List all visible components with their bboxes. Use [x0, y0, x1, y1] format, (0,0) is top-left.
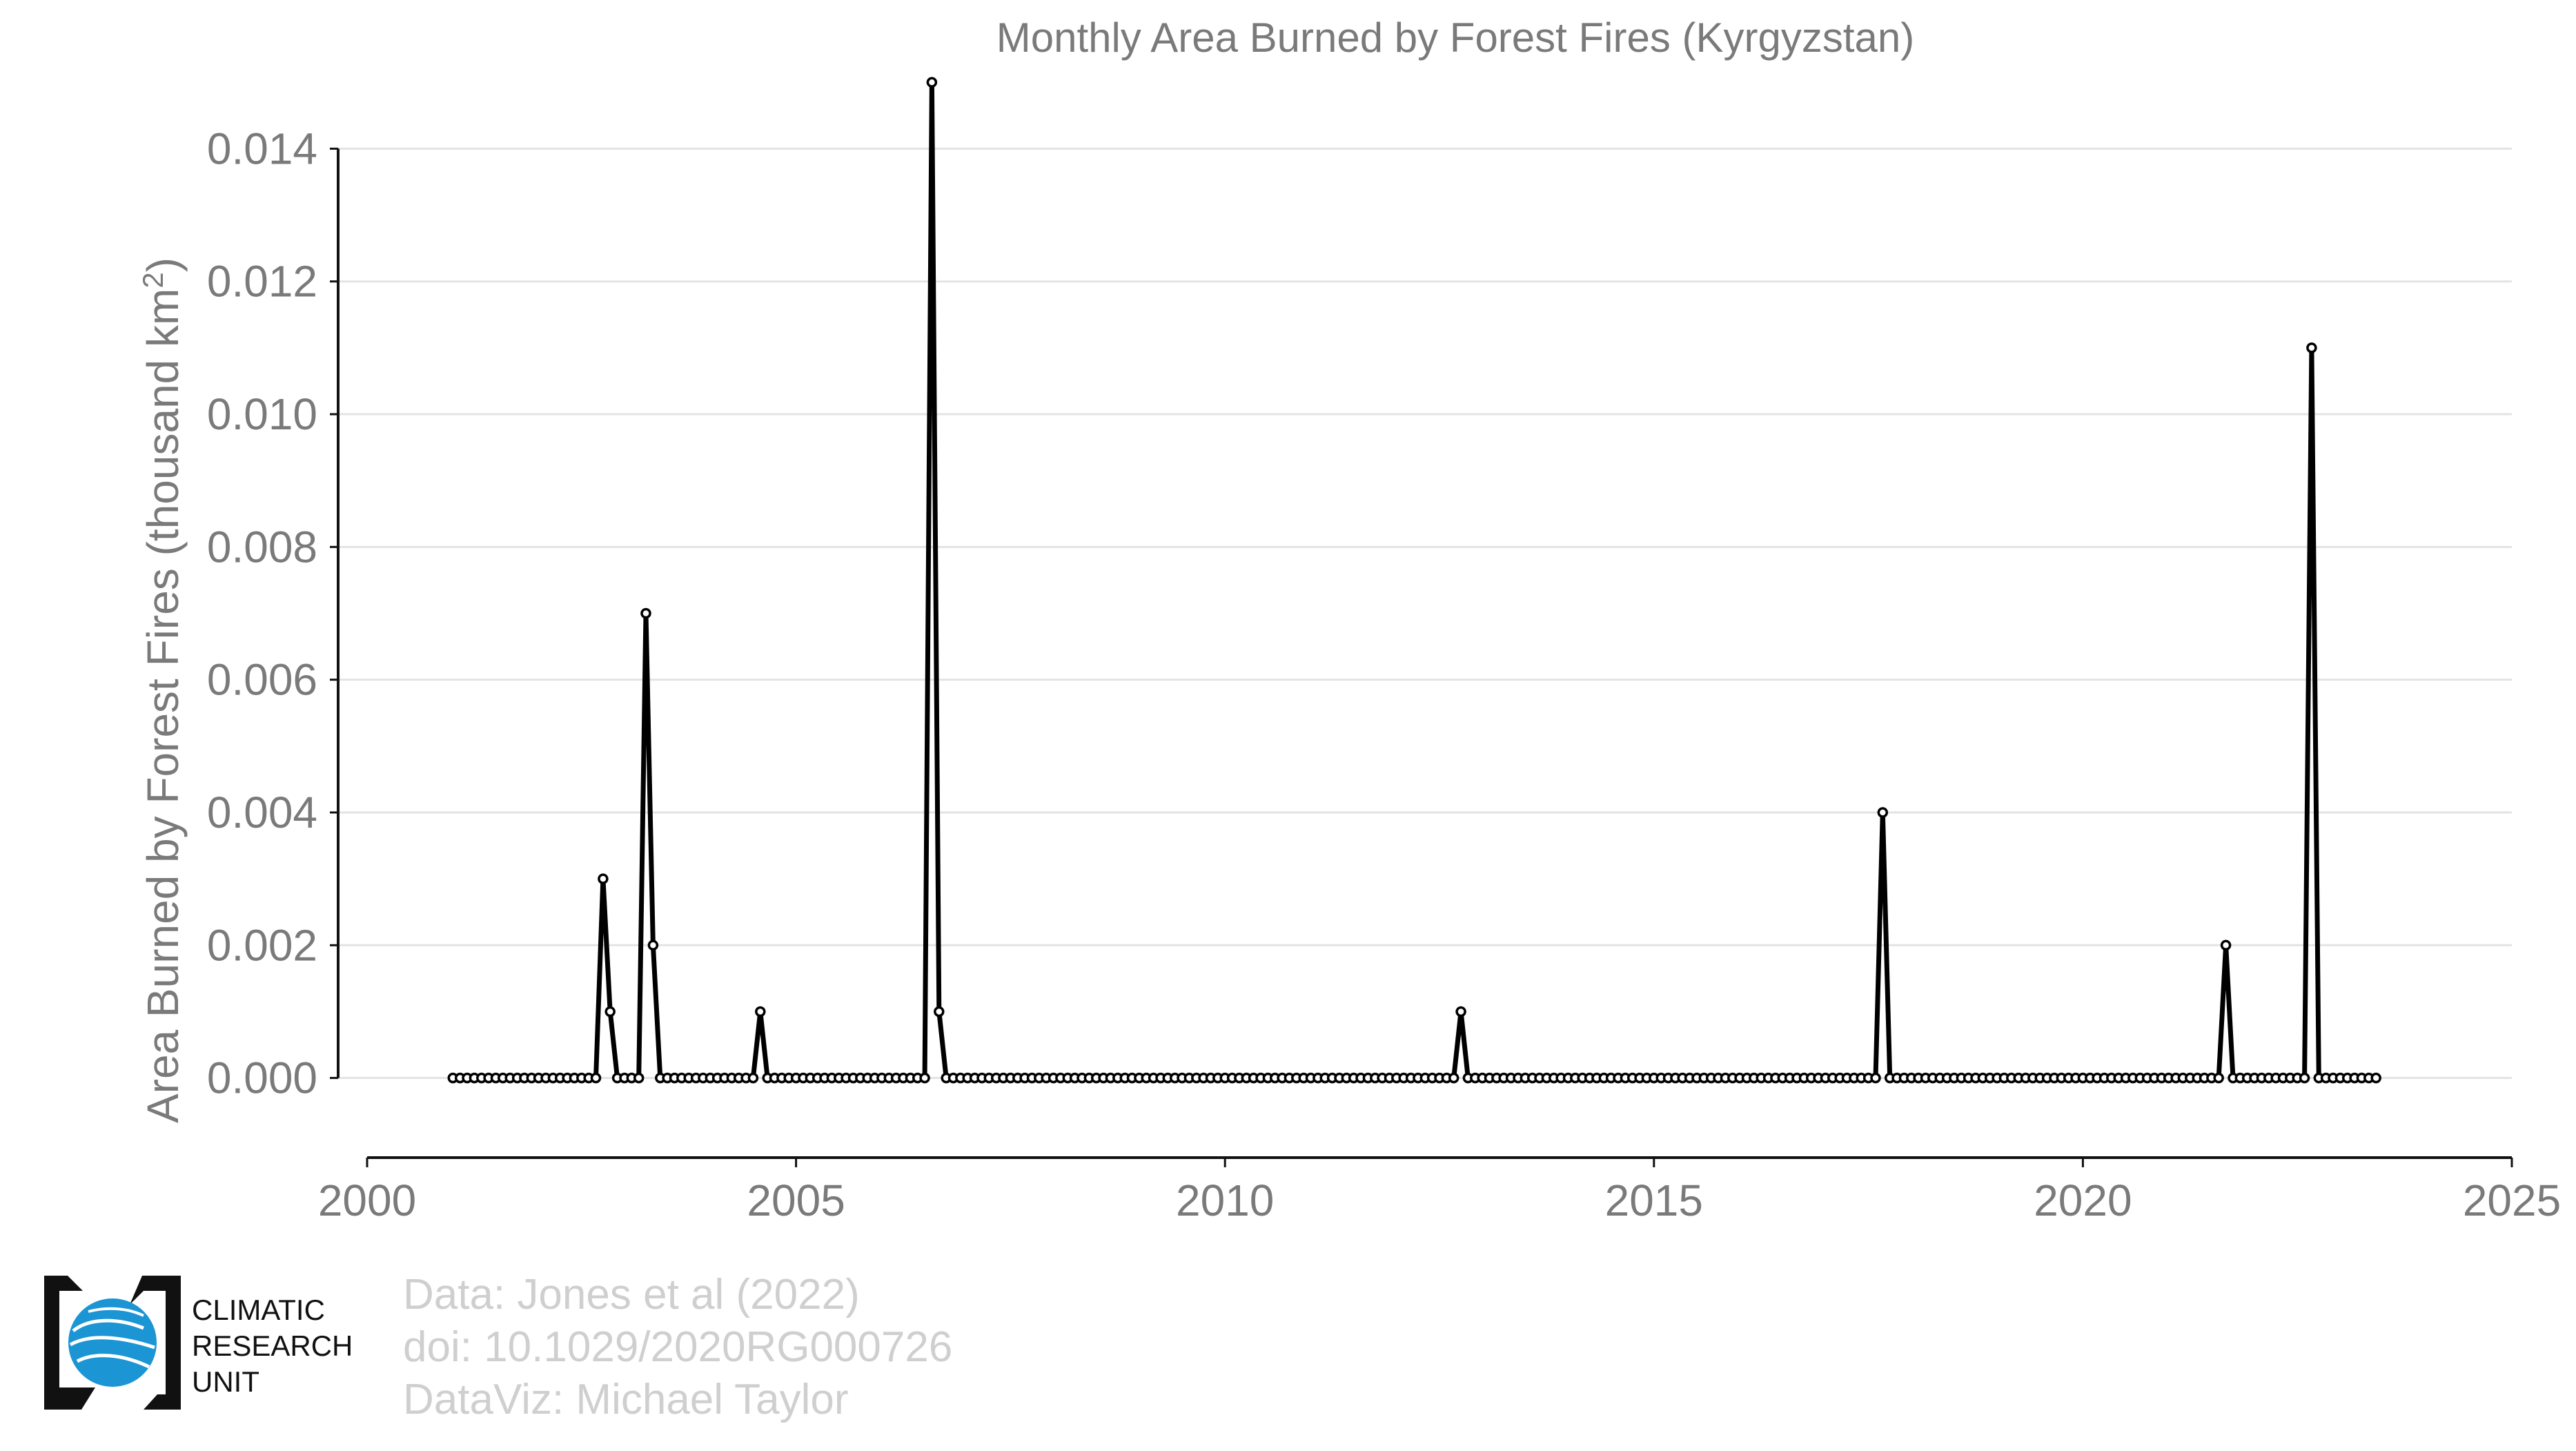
- series-layer: [447, 77, 2381, 1084]
- data-point: [1448, 1072, 1459, 1084]
- data-point: [633, 1072, 645, 1084]
- x-tick-label: 2020: [2034, 1176, 2132, 1225]
- globe-icon: [68, 1298, 157, 1387]
- data-point: [755, 1006, 766, 1017]
- data-point: [1877, 807, 1889, 818]
- data-point: [919, 1072, 930, 1084]
- x-tick-label: 2010: [1176, 1176, 1274, 1225]
- chart-title: Monthly Area Burned by Forest Fires (Kyr…: [996, 14, 1915, 61]
- data-point: [747, 1072, 759, 1084]
- y-tick-label: 0.012: [207, 257, 317, 306]
- y-axis-label-end: ): [138, 257, 188, 272]
- x-tick-label: 2000: [318, 1176, 416, 1225]
- y-axis-label-main: Area Burned by Forest Fires (thousand km: [138, 289, 188, 1123]
- x-tick-label: 2005: [747, 1176, 845, 1225]
- data-point: [647, 939, 659, 951]
- globe-contour-2: [69, 1336, 155, 1350]
- data-point: [934, 1006, 945, 1017]
- y-axis-label: Area Burned by Forest Fires (thousand km…: [137, 257, 188, 1123]
- globe-contour-3: [76, 1354, 150, 1369]
- axis-layer: [330, 147, 2513, 1167]
- series-line: [453, 79, 2377, 1081]
- logo-text-line-1: CLIMATIC: [192, 1294, 325, 1326]
- data-point: [604, 1006, 616, 1017]
- data-point: [598, 873, 609, 884]
- x-tick-label: 2025: [2463, 1176, 2561, 1225]
- data-point: [1455, 1006, 1466, 1017]
- y-tick-label: 0.008: [207, 522, 317, 572]
- data-point: [590, 1072, 602, 1084]
- logo-bracket-left: [44, 1276, 95, 1410]
- cru-logo-text: CLIMATIC RESEARCH UNIT: [192, 1292, 353, 1400]
- y-tick-label: 0.004: [207, 788, 317, 837]
- y-tick-label: 0.002: [207, 920, 317, 970]
- data-point: [926, 77, 938, 88]
- credit-dataviz: DataViz: Michael Taylor: [403, 1376, 849, 1423]
- logo-bracket-right: [130, 1276, 181, 1410]
- credit-doi: doi: 10.1029/2020RG000726: [403, 1323, 953, 1371]
- data-point: [2220, 939, 2232, 951]
- data-point: [1870, 1072, 1881, 1084]
- data-point: [2306, 342, 2317, 353]
- y-tick-label: 0.000: [207, 1053, 317, 1103]
- y-tick-label: 0.006: [207, 655, 317, 705]
- y-tick-label: 0.014: [207, 124, 317, 173]
- y-axis-label-superscript: 2: [137, 272, 169, 288]
- logo-text-line-3: UNIT: [192, 1365, 259, 1398]
- grid-layer: [338, 147, 2512, 1080]
- credit-data-source: Data: Jones et al (2022): [403, 1271, 860, 1318]
- logo-text-line-2: RESEARCH: [192, 1330, 353, 1362]
- globe-contour-1: [72, 1318, 144, 1332]
- globe-contour-4: [88, 1307, 144, 1317]
- tick-labels: 0.000 0.002 0.004 0.006 0.008 0.010 0.012 0.014…: [207, 124, 2561, 1225]
- cru-logo: [40, 1270, 185, 1415]
- x-tick-label: 2015: [1605, 1176, 1703, 1225]
- data-point: [2299, 1072, 2310, 1084]
- data-point: [2213, 1072, 2224, 1084]
- data-point: [640, 607, 651, 619]
- y-tick-label: 0.010: [207, 389, 317, 439]
- credits: Data: Jones et al (2022) doi: 10.1029/20…: [403, 1269, 952, 1426]
- data-point: [2370, 1072, 2381, 1084]
